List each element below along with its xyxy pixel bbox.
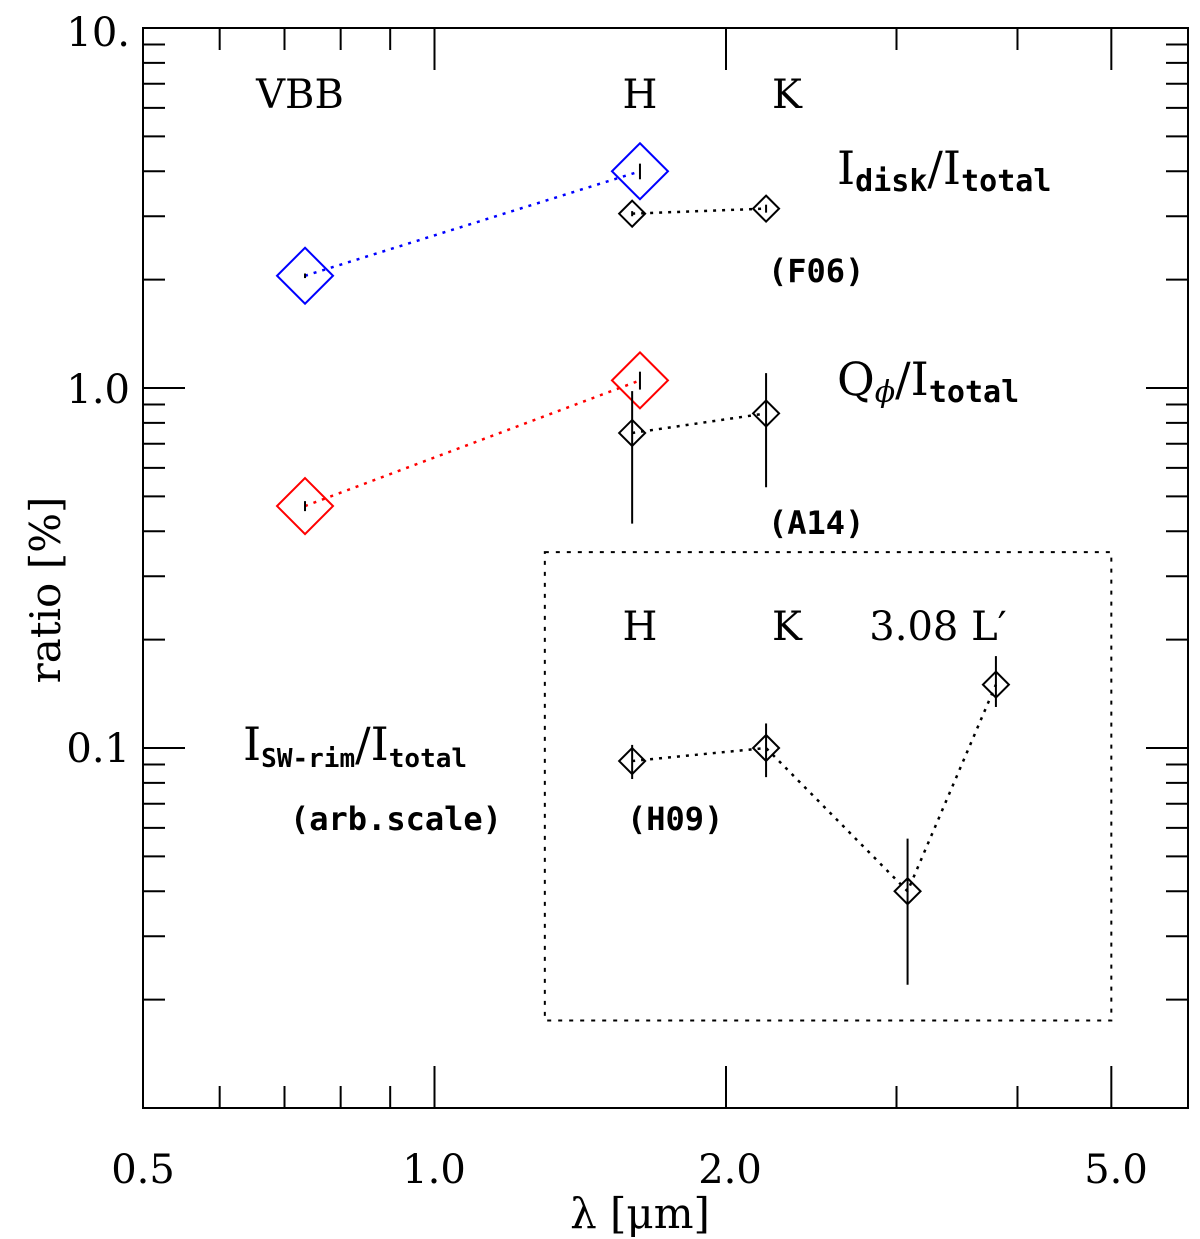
idisk-main: I [837,141,855,195]
data-point [617,199,647,229]
y-tick-label-1.0: 1.0 [66,367,130,413]
qphi-slash: /I [895,352,929,406]
data-point [751,373,781,488]
diamond-marker [610,141,670,201]
data-point [610,350,670,410]
y-tick-label-10: 10. [66,10,130,56]
diamond-marker [751,733,781,763]
data-point [751,194,781,224]
idisk-slash: /I [927,141,961,195]
qphi-sub: ϕ [875,375,895,410]
diamond-marker [751,194,781,224]
data-point [617,391,647,524]
data-point [751,723,781,778]
axes-frame [142,27,1189,1109]
diamond-marker [751,398,781,428]
inset-lp-band: L′ [971,604,1007,650]
diamond-marker [610,350,670,410]
inset-band-label-k: K [772,604,803,650]
idisk-sub2: total [961,164,1051,199]
ref-label-a14: (A14) [768,504,864,542]
isw-ratio-label: ISW-rim/Itotal [243,717,467,774]
diamond-marker [893,876,922,906]
data-point [617,744,647,780]
band-label-h: H [623,72,658,118]
band-label-k: K [772,72,803,118]
x-tick-label-1.0: 1.0 [402,1147,466,1193]
qphi-ratio-label: Qϕ/Itotal [837,352,1019,410]
diamond-marker [617,199,647,229]
inset-band-label-h: H [623,604,658,650]
series-line-2 [304,379,641,508]
diamond-marker [981,670,1011,700]
arb-scale-label: (arb.scale) [290,800,502,838]
idisk-ratio-label: Idisk/Itotal [837,141,1051,199]
diamond-marker [275,476,335,536]
plot-frame [142,27,1189,1109]
data-point [893,838,922,985]
data-point [981,656,1011,707]
ref-label-h09: (H09) [627,800,723,838]
qphi-sub2: total [929,375,1019,410]
isw-main: I [243,717,261,771]
x-tick-label-2.0: 2.0 [698,1147,762,1193]
series-line-0 [304,170,641,277]
diamond-marker [617,418,647,448]
idisk-sub: disk [855,164,927,199]
series-line-1 [632,207,767,215]
data-point [610,141,670,201]
y-axis-label: ratio [%] [21,497,70,684]
isw-slash: /I [355,717,389,771]
series-line-3 [631,412,767,435]
y-tick-label-0.1: 0.1 [66,726,130,772]
x-axis-label: λ [μm] [570,1189,710,1238]
diamond-marker [275,246,335,306]
series-lines [304,170,998,894]
band-label-vbb: VBB [255,72,344,118]
data-point [275,476,335,536]
ref-label-f06: (F06) [768,252,864,290]
series-line-4 [632,684,998,894]
data-points [275,141,1011,985]
inset-band-label-lp: 3.08 L′ [869,604,1006,650]
isw-sub: SW-rim [261,744,355,774]
inset-lp-value: 3.08 [869,604,958,650]
qphi-main: Q [837,352,875,406]
x-tick-label-0.5: 0.5 [111,1147,175,1193]
data-point [275,246,335,306]
x-tick-label-5.0: 5.0 [1084,1147,1148,1193]
diamond-marker [617,746,647,776]
isw-sub2: total [389,744,467,774]
